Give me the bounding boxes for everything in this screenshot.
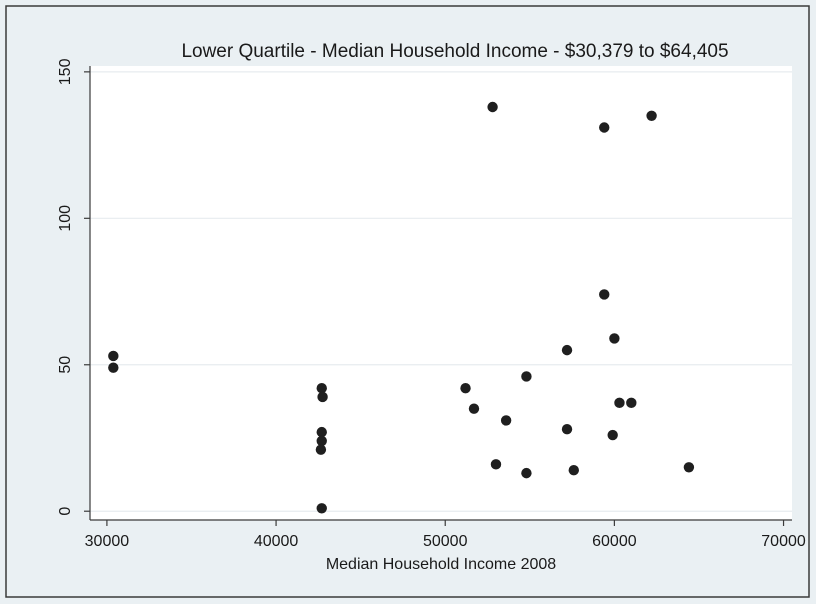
chart-title: Lower Quartile - Median Household Income…: [181, 41, 728, 62]
plot-area: [90, 66, 792, 520]
data-point: [646, 111, 656, 121]
x-tick-label: 60000: [592, 533, 637, 550]
y-tick-label: 150: [57, 58, 74, 85]
data-point: [316, 445, 326, 455]
data-point: [599, 289, 609, 299]
y-tick-label: 50: [57, 356, 74, 374]
data-point: [562, 424, 572, 434]
data-point: [317, 436, 327, 446]
data-point: [609, 333, 619, 343]
y-tick-label: 100: [57, 205, 74, 232]
data-point: [487, 102, 497, 112]
data-point: [108, 351, 118, 361]
data-point: [569, 465, 579, 475]
data-point: [607, 430, 617, 440]
data-point: [108, 362, 118, 372]
data-point: [501, 415, 511, 425]
data-point: [614, 398, 624, 408]
data-point: [599, 122, 609, 132]
data-point: [469, 403, 479, 413]
x-tick-label: 40000: [254, 533, 299, 550]
data-point: [317, 383, 327, 393]
data-point: [317, 503, 327, 513]
data-point: [562, 345, 572, 355]
x-tick-label: 70000: [761, 533, 806, 550]
data-point: [521, 371, 531, 381]
x-tick-label: 30000: [85, 533, 130, 550]
data-point: [317, 392, 327, 402]
x-axis-label: Median Household Income 2008: [326, 556, 556, 573]
data-point: [521, 468, 531, 478]
data-point: [460, 383, 470, 393]
data-point: [684, 462, 694, 472]
y-tick-label: 0: [57, 507, 74, 516]
data-point: [491, 459, 501, 469]
data-point: [626, 398, 636, 408]
x-tick-label: 50000: [423, 533, 468, 550]
